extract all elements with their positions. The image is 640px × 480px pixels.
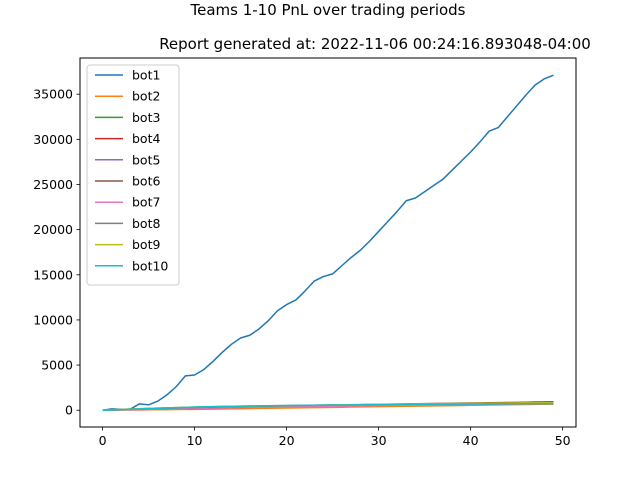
x-tick-label: 50 <box>555 433 571 448</box>
x-tick-label: 0 <box>99 433 107 448</box>
series-line-bot1 <box>102 74 554 411</box>
x-tick-label: 20 <box>279 433 295 448</box>
series-lines <box>102 74 554 411</box>
legend-label-bot6: bot6 <box>132 174 160 189</box>
legend-label-bot5: bot5 <box>132 152 160 167</box>
legend-label-bot4: bot4 <box>132 131 160 146</box>
y-tick-label: 10000 <box>33 312 73 327</box>
x-axis: 0 10 20 30 40 50 <box>99 427 571 448</box>
x-tick-label: 30 <box>371 433 387 448</box>
series-line-bot10 <box>102 402 554 411</box>
legend-label-bot3: bot3 <box>132 110 160 125</box>
legend-label-bot9: bot9 <box>132 237 160 252</box>
legend-box <box>86 64 180 286</box>
legend-label-bot2: bot2 <box>132 89 160 104</box>
chart-subtitle: Report generated at: 2022-11-06 00:24:16… <box>159 35 591 53</box>
legend-label-bot1: bot1 <box>132 68 160 83</box>
y-tick-label: 35000 <box>33 87 73 102</box>
legend-label-bot7: bot7 <box>132 195 160 210</box>
y-tick-label: 5000 <box>41 358 73 373</box>
chart-title: Teams 1-10 PnL over trading periods <box>190 1 466 19</box>
x-tick-label: 10 <box>187 433 203 448</box>
x-tick-label: 40 <box>463 433 479 448</box>
y-tick-label: 15000 <box>33 267 73 282</box>
y-tick-label: 20000 <box>33 222 73 237</box>
y-tick-label: 30000 <box>33 132 73 147</box>
y-tick-label: 25000 <box>33 177 73 192</box>
legend-label-bot8: bot8 <box>132 216 160 231</box>
legend: bot1 bot2 bot3 bot4 bot5 bot6 bot7 bot8 bot9 bot1… <box>86 64 180 286</box>
y-axis: 0 5000 10000 15000 20000 25000 30000 35000 <box>33 87 80 418</box>
plot-frame <box>79 57 577 428</box>
y-tick-label: 0 <box>65 403 73 418</box>
legend-label-bot10: bot10 <box>132 258 168 273</box>
